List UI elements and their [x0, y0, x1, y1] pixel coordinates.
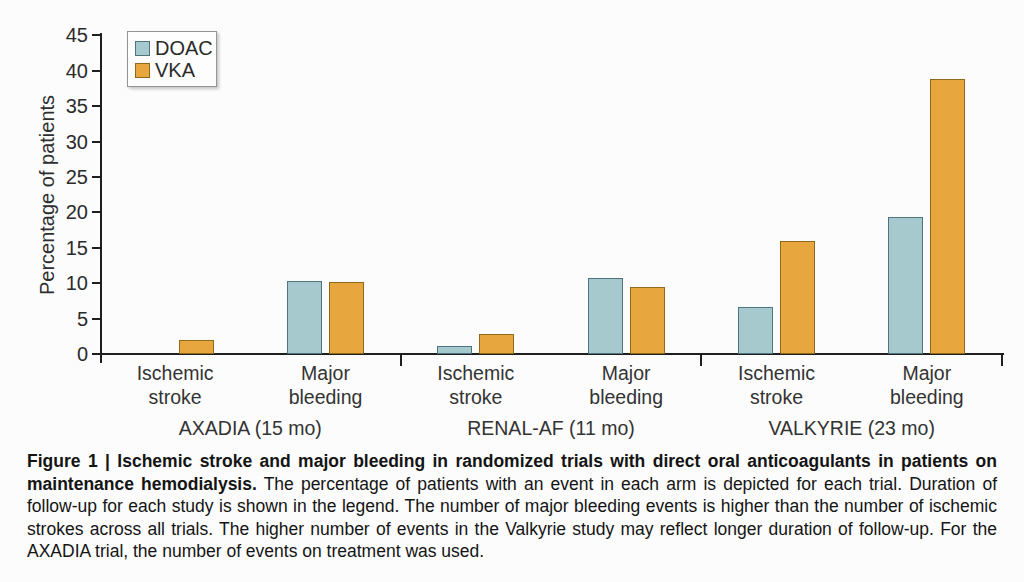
category-label-axadia-15-mo-ischemic-stroke: Ischemic stroke — [95, 361, 255, 409]
y-axis-line — [100, 33, 102, 363]
category-label-renal-af-11-mo-ischemic-stroke: Ischemic stroke — [396, 361, 556, 409]
bar-vka-renal-af-11-mo-major-bleeding — [630, 287, 665, 354]
y-axis-title: Percentage of patients — [36, 95, 59, 295]
y-tick-40 — [92, 70, 101, 72]
y-tick-label-35: 35 — [36, 95, 88, 117]
y-tick-0 — [92, 353, 101, 355]
y-tick-label-5: 5 — [36, 308, 88, 330]
y-tick-10 — [92, 282, 101, 284]
legend-label-doac: DOAC — [155, 37, 213, 59]
y-tick-label-30: 30 — [36, 131, 88, 153]
bar-vka-renal-af-11-mo-ischemic-stroke — [479, 334, 514, 354]
legend-swatch-doac — [135, 41, 150, 56]
legend-item-vka: VKA — [135, 59, 210, 81]
category-label-valkyrie-23-mo-major-bleeding: Major bleeding — [847, 361, 1007, 409]
bar-doac-renal-af-11-mo-major-bleeding — [588, 278, 623, 354]
y-tick-label-25: 25 — [36, 166, 88, 188]
legend: DOACVKA — [127, 31, 217, 87]
figure-page: Percentage of patients 0 5 10 15 20 25 30 35 40 4… — [0, 0, 1024, 582]
y-tick-label-10: 10 — [36, 272, 88, 294]
bar-doac-valkyrie-23-mo-ischemic-stroke — [738, 307, 773, 354]
figure-caption: Figure 1 | Ischemic stroke and major ble… — [27, 450, 997, 563]
legend-item-doac: DOAC — [135, 37, 210, 59]
bar-vka-valkyrie-23-mo-major-bleeding — [930, 79, 965, 354]
bar-vka-axadia-15-mo-ischemic-stroke — [179, 340, 214, 354]
y-tick-label-45: 45 — [36, 24, 88, 46]
bar-doac-renal-af-11-mo-ischemic-stroke — [437, 346, 472, 354]
category-label-renal-af-11-mo-major-bleeding: Major bleeding — [546, 361, 706, 409]
trial-label-axadia-15-mo: AXADIA (15 mo) — [120, 417, 380, 440]
y-tick-15 — [92, 247, 101, 249]
y-tick-label-15: 15 — [36, 237, 88, 259]
legend-label-vka: VKA — [155, 59, 195, 81]
y-tick-35 — [92, 105, 101, 107]
bar-chart: Percentage of patients 0 5 10 15 20 25 30 35 40 4… — [0, 0, 1024, 448]
trial-label-valkyrie-23-mo: VALKYRIE (23 mo) — [722, 417, 982, 440]
y-tick-45 — [92, 34, 101, 36]
y-tick-label-0: 0 — [36, 343, 88, 365]
y-tick-25 — [92, 176, 101, 178]
bar-doac-axadia-15-mo-major-bleeding — [287, 281, 322, 354]
y-tick-30 — [92, 141, 101, 143]
y-tick-label-20: 20 — [36, 201, 88, 223]
legend-swatch-vka — [135, 63, 150, 78]
y-tick-5 — [92, 318, 101, 320]
bar-vka-valkyrie-23-mo-ischemic-stroke — [780, 241, 815, 354]
y-tick-label-40: 40 — [36, 60, 88, 82]
trial-label-renal-af-11-mo: RENAL-AF (11 mo) — [421, 417, 681, 440]
bar-vka-axadia-15-mo-major-bleeding — [329, 282, 364, 354]
y-tick-20 — [92, 211, 101, 213]
category-label-axadia-15-mo-major-bleeding: Major bleeding — [246, 361, 406, 409]
bar-doac-valkyrie-23-mo-major-bleeding — [888, 217, 923, 354]
category-label-valkyrie-23-mo-ischemic-stroke: Ischemic stroke — [697, 361, 857, 409]
x-axis-line — [99, 353, 1004, 355]
